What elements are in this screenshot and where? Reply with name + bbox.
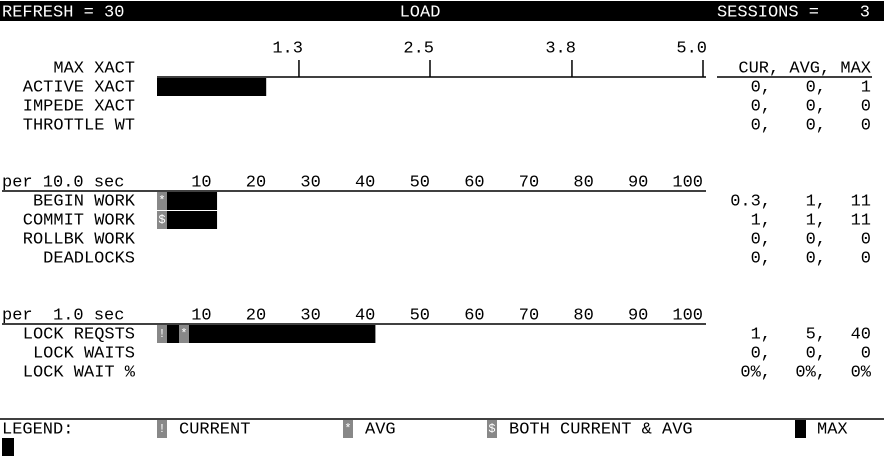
sessions: SESSIONS = 3	[717, 3, 870, 22]
value-avg: 0,	[806, 78, 826, 97]
marker-box	[157, 325, 167, 343]
legend-label: MAX	[817, 420, 848, 439]
legend-label: AVG	[365, 420, 396, 439]
marker-glyph: *	[344, 422, 351, 436]
tick-label: 5.0	[676, 39, 707, 58]
row-label: DEADLOCKS	[43, 249, 135, 268]
marker-glyph: !	[158, 422, 165, 436]
value-max: 0	[861, 116, 871, 135]
marker-glyph: $	[158, 213, 165, 227]
marker-box	[487, 420, 497, 438]
row-label: THROTTLE WT	[23, 116, 135, 135]
screen-title: LOAD	[400, 3, 441, 22]
marker-glyph: $	[488, 422, 495, 436]
row-label: IMPEDE XACT	[23, 97, 135, 116]
value-cur: 0,	[751, 116, 771, 135]
value-max: 40	[851, 325, 871, 344]
value-max: 0	[861, 344, 871, 363]
row-label: ACTIVE XACT	[23, 78, 135, 97]
refresh: REFRESH = 30	[2, 3, 124, 22]
value-cur: 1,	[751, 325, 771, 344]
value-max: 0	[861, 230, 871, 249]
value-cur: 0,	[751, 78, 771, 97]
marker-box	[157, 420, 167, 438]
row-label: LOCK WAITS	[33, 344, 135, 363]
scale-label: MAX XACT	[53, 59, 135, 78]
tick-label: 30	[300, 306, 320, 325]
tick-label: 3.8	[545, 39, 576, 58]
tick-label: 50	[410, 173, 430, 192]
tick-label: 10	[191, 306, 211, 325]
legend-title: LEGEND:	[2, 420, 73, 439]
value-avg: 1,	[806, 192, 826, 211]
value-max: 0	[861, 97, 871, 116]
value-cur: 0,	[751, 97, 771, 116]
column-header: CUR, AVG, MAX	[738, 59, 871, 78]
tick-label: 20	[246, 306, 266, 325]
cursor	[2, 438, 14, 456]
value-avg: 0,	[806, 344, 826, 363]
value-avg: 0,	[806, 97, 826, 116]
value-avg: 0%,	[795, 363, 826, 382]
value-avg: 0,	[806, 249, 826, 268]
value-avg: 0,	[806, 116, 826, 135]
value-cur: 0.3,	[730, 192, 771, 211]
row-label: BEGIN WORK	[33, 192, 136, 211]
tick-label: 80	[573, 173, 593, 192]
marker-box	[179, 325, 189, 343]
tick-label: 30	[300, 173, 320, 192]
marker-glyph: !	[158, 327, 165, 341]
value-avg: 5,	[806, 325, 826, 344]
value-max: 1	[861, 78, 871, 97]
tick-label: 60	[464, 306, 484, 325]
value-max: 0	[861, 249, 871, 268]
tick-label: 20	[246, 173, 266, 192]
tick-label: 90	[628, 173, 648, 192]
row-label: ROLLBK WORK	[23, 230, 136, 249]
marker-glyph: *	[180, 327, 187, 341]
tick-label: 80	[573, 306, 593, 325]
value-avg: 0,	[806, 230, 826, 249]
tick-label: 100	[672, 173, 703, 192]
tick-label: 1.3	[272, 39, 303, 58]
value-cur: 0,	[751, 230, 771, 249]
legend-max-box	[795, 420, 806, 438]
marker-glyph: *	[158, 194, 165, 208]
tick-label: 40	[355, 173, 375, 192]
scale-label: per 1.0 sec	[2, 306, 124, 325]
tick-label: 70	[519, 306, 539, 325]
row-label: LOCK WAIT %	[23, 363, 136, 382]
row-label: COMMIT WORK	[23, 211, 136, 230]
legend-label: BOTH CURRENT & AVG	[509, 420, 693, 439]
tick-label: 60	[464, 173, 484, 192]
max-bar	[157, 325, 376, 343]
marker-box	[157, 211, 167, 229]
value-avg: 1,	[806, 211, 826, 230]
marker-box	[157, 192, 167, 210]
marker-box	[343, 420, 353, 438]
value-max: 11	[851, 211, 871, 230]
tick-label: 40	[355, 306, 375, 325]
row-label: LOCK REQSTS	[23, 325, 135, 344]
legend-label: CURRENT	[179, 420, 250, 439]
tick-label: 2.5	[403, 39, 434, 58]
max-bar	[157, 211, 218, 229]
value-cur: 0,	[751, 249, 771, 268]
tick-label: 70	[519, 173, 539, 192]
header-bar	[0, 1, 884, 21]
max-bar	[157, 192, 218, 210]
tick-label: 100	[672, 306, 703, 325]
value-cur: 1,	[751, 211, 771, 230]
value-cur: 0,	[751, 344, 771, 363]
tick-label: 90	[628, 306, 648, 325]
tick-label: 10	[191, 173, 211, 192]
tick-label: 50	[410, 306, 430, 325]
scale-label: per 10.0 sec	[2, 173, 124, 192]
max-bar	[157, 78, 267, 96]
value-max: 0%	[851, 363, 872, 382]
value-cur: 0%,	[740, 363, 771, 382]
value-max: 11	[851, 192, 871, 211]
